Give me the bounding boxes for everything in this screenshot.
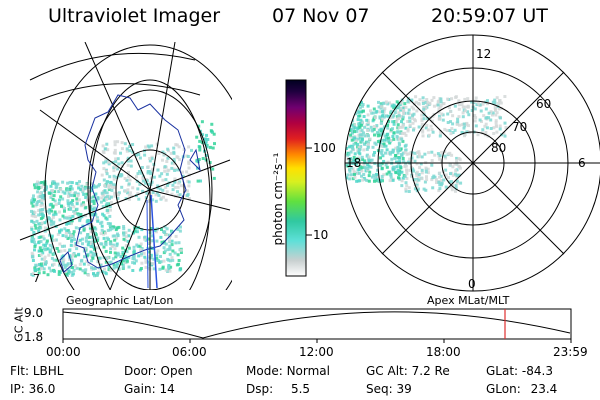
earth-limb	[87, 89, 213, 290]
mlat-label-60: 60	[536, 97, 552, 111]
date-label: 07 Nov 07	[272, 5, 370, 27]
status-glon: GLon: 23.4	[486, 382, 558, 396]
apex-panel-label: Apex MLat/MLT	[427, 294, 510, 307]
status-ip: IP: 36.0	[10, 382, 56, 396]
altitude-ytick-top: 9.0	[24, 306, 44, 320]
status-seq: Seq: 39	[366, 382, 412, 396]
status-glat: GLat: -84.3	[486, 364, 553, 378]
altitude-xtick-0: 00:00	[46, 345, 81, 359]
status-mode: Mode: Normal	[246, 364, 330, 378]
geographic-panel-label: Geographic Lat/Lon	[66, 294, 174, 307]
status-door: Door: Open	[124, 364, 193, 378]
altitude-ytick-bottom: 1.8	[24, 330, 44, 344]
mlt-label-0: 0	[468, 277, 476, 291]
altitude-curve	[62, 311, 571, 339]
corner-label: 7	[33, 272, 40, 285]
time-label: 20:59:07 UT	[431, 5, 548, 27]
status-dsp: Dsp: 5.5	[246, 382, 311, 396]
coastline	[75, 94, 187, 269]
mlat-label-70: 70	[512, 120, 528, 134]
altitude-xtick-3: 18:00	[426, 345, 461, 359]
instrument-title: Ultraviolet Imager	[48, 5, 221, 27]
altitude-xtick-1: 06:00	[172, 345, 207, 359]
altitude-xtick-4: 23:59	[553, 345, 588, 359]
status-filter: Flt: LBHL	[10, 364, 64, 378]
mlat-label-80: 80	[491, 141, 507, 155]
altitude-xtick-2: 12:00	[299, 345, 334, 359]
status-gc-alt: GC Alt: 7.2 Re	[366, 364, 450, 378]
mlt-label-18: 18	[346, 156, 362, 170]
colorbar-tick-100: 100	[313, 141, 336, 155]
dayside-meridian	[150, 194, 158, 289]
mlt-label-6: 6	[578, 156, 586, 170]
mlt-label-12: 12	[476, 47, 492, 61]
auroral-emission-right	[345, 95, 508, 193]
status-gain: Gain: 14	[124, 382, 175, 396]
colorbar-tick-10: 10	[313, 228, 329, 242]
